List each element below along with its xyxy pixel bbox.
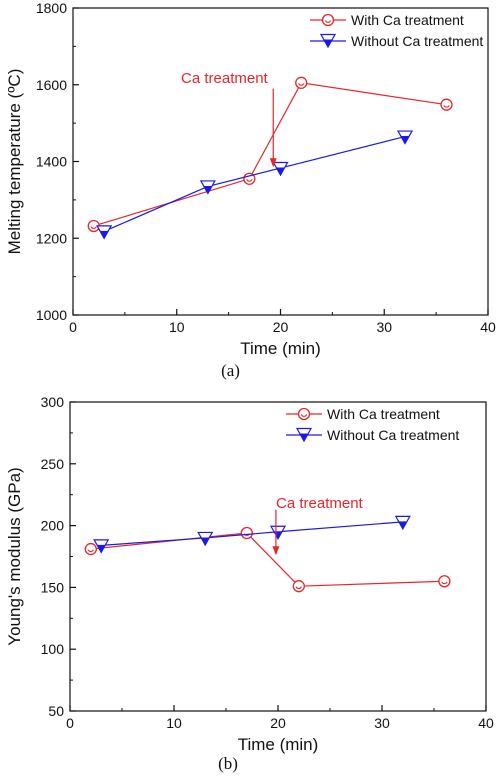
x-tick-label: 40 <box>478 715 494 731</box>
y-axis-title: Melting temperature (ºC) <box>5 69 24 255</box>
data-point-s1 <box>84 542 97 556</box>
panel-label: (a) <box>221 361 240 380</box>
annotation-arrowhead <box>269 158 277 168</box>
legend-label-2: Without Ca treatment <box>327 427 459 443</box>
y-tick-label: 150 <box>41 579 65 595</box>
plot-frame <box>69 401 487 712</box>
x-tick-label: 0 <box>66 715 74 731</box>
x-axis-title: Time (min) <box>238 735 319 754</box>
y-tick-label: 200 <box>41 518 65 534</box>
annotation-text: Ca treatment <box>181 70 269 87</box>
legend-marker-1-inner <box>324 20 332 23</box>
x-tick-label: 0 <box>69 319 77 335</box>
data-point-s1-inner <box>246 179 253 182</box>
legend-marker-2-fill <box>300 433 308 441</box>
y-tick-label: 1200 <box>36 230 67 246</box>
data-point-s1-inner <box>295 586 302 589</box>
x-tick-label: 10 <box>169 319 185 335</box>
data-point-s1-inner <box>443 104 450 108</box>
x-tick-label: 20 <box>273 319 289 335</box>
legend-marker-1-inner <box>300 414 308 417</box>
data-point-s1-inner <box>90 226 97 229</box>
y-tick-label: 1000 <box>36 307 67 323</box>
chart-panel-2: 0 10 20 30 40 50 100 150 200 250 300 Time (min) Youn… <box>5 394 494 773</box>
data-point-s2-fill <box>398 521 407 529</box>
data-point-s2-fill <box>97 544 106 553</box>
legend-label-1: With Ca treatment <box>351 12 464 28</box>
data-point-s1-inner <box>298 83 305 86</box>
data-point-s1 <box>240 526 253 540</box>
data-point-s1-inner <box>441 581 448 585</box>
y-tick-label: 50 <box>48 703 64 719</box>
series-line-2 <box>101 521 403 546</box>
data-point-s2-fill <box>100 230 108 239</box>
y-tick-label: 1800 <box>36 0 67 16</box>
annotation-text: Ca treatment <box>276 495 364 512</box>
y-axis-title: Young's modulus (GPa) <box>5 467 24 645</box>
legend-marker-1 <box>297 407 311 421</box>
x-tick-label: 40 <box>480 319 496 335</box>
series-line-1 <box>90 532 445 587</box>
y-tick-label: 100 <box>41 641 65 657</box>
plot-frame <box>72 7 489 316</box>
annotation-arrowhead <box>272 546 280 556</box>
x-tick-label: 30 <box>374 715 390 731</box>
data-point-s2-fill <box>201 537 210 545</box>
data-point-s1 <box>295 76 308 89</box>
data-point-s2-fill <box>276 167 285 176</box>
x-tick-label: 30 <box>376 319 392 335</box>
y-tick-label: 300 <box>41 394 65 410</box>
data-point-s1 <box>440 98 453 111</box>
data-point-s2-fill <box>204 185 212 194</box>
series-line-1 <box>93 82 447 227</box>
legend-marker-2-fill <box>324 39 332 47</box>
data-point-s1-inner <box>87 549 94 552</box>
legend-label-1: With Ca treatment <box>327 406 440 422</box>
legend-marker-1 <box>321 13 335 27</box>
legend-label-2: Without Ca treatment <box>351 33 483 49</box>
y-tick-label: 250 <box>41 456 65 472</box>
x-tick-label: 10 <box>166 715 182 731</box>
x-tick-label: 20 <box>270 715 286 731</box>
data-point-s2-fill <box>401 136 409 144</box>
series-line-2 <box>103 135 406 232</box>
x-axis-title: Time (min) <box>240 339 321 358</box>
panel-label: (b) <box>218 754 238 773</box>
data-point-s1 <box>292 580 305 593</box>
y-tick-label: 1400 <box>36 154 67 170</box>
data-point-s1 <box>438 575 451 588</box>
y-tick-label: 1600 <box>36 77 67 93</box>
chart-panel-1: 0 10 20 30 40 1000 1200 1400 1600 1800 Time (min) M… <box>5 0 496 380</box>
